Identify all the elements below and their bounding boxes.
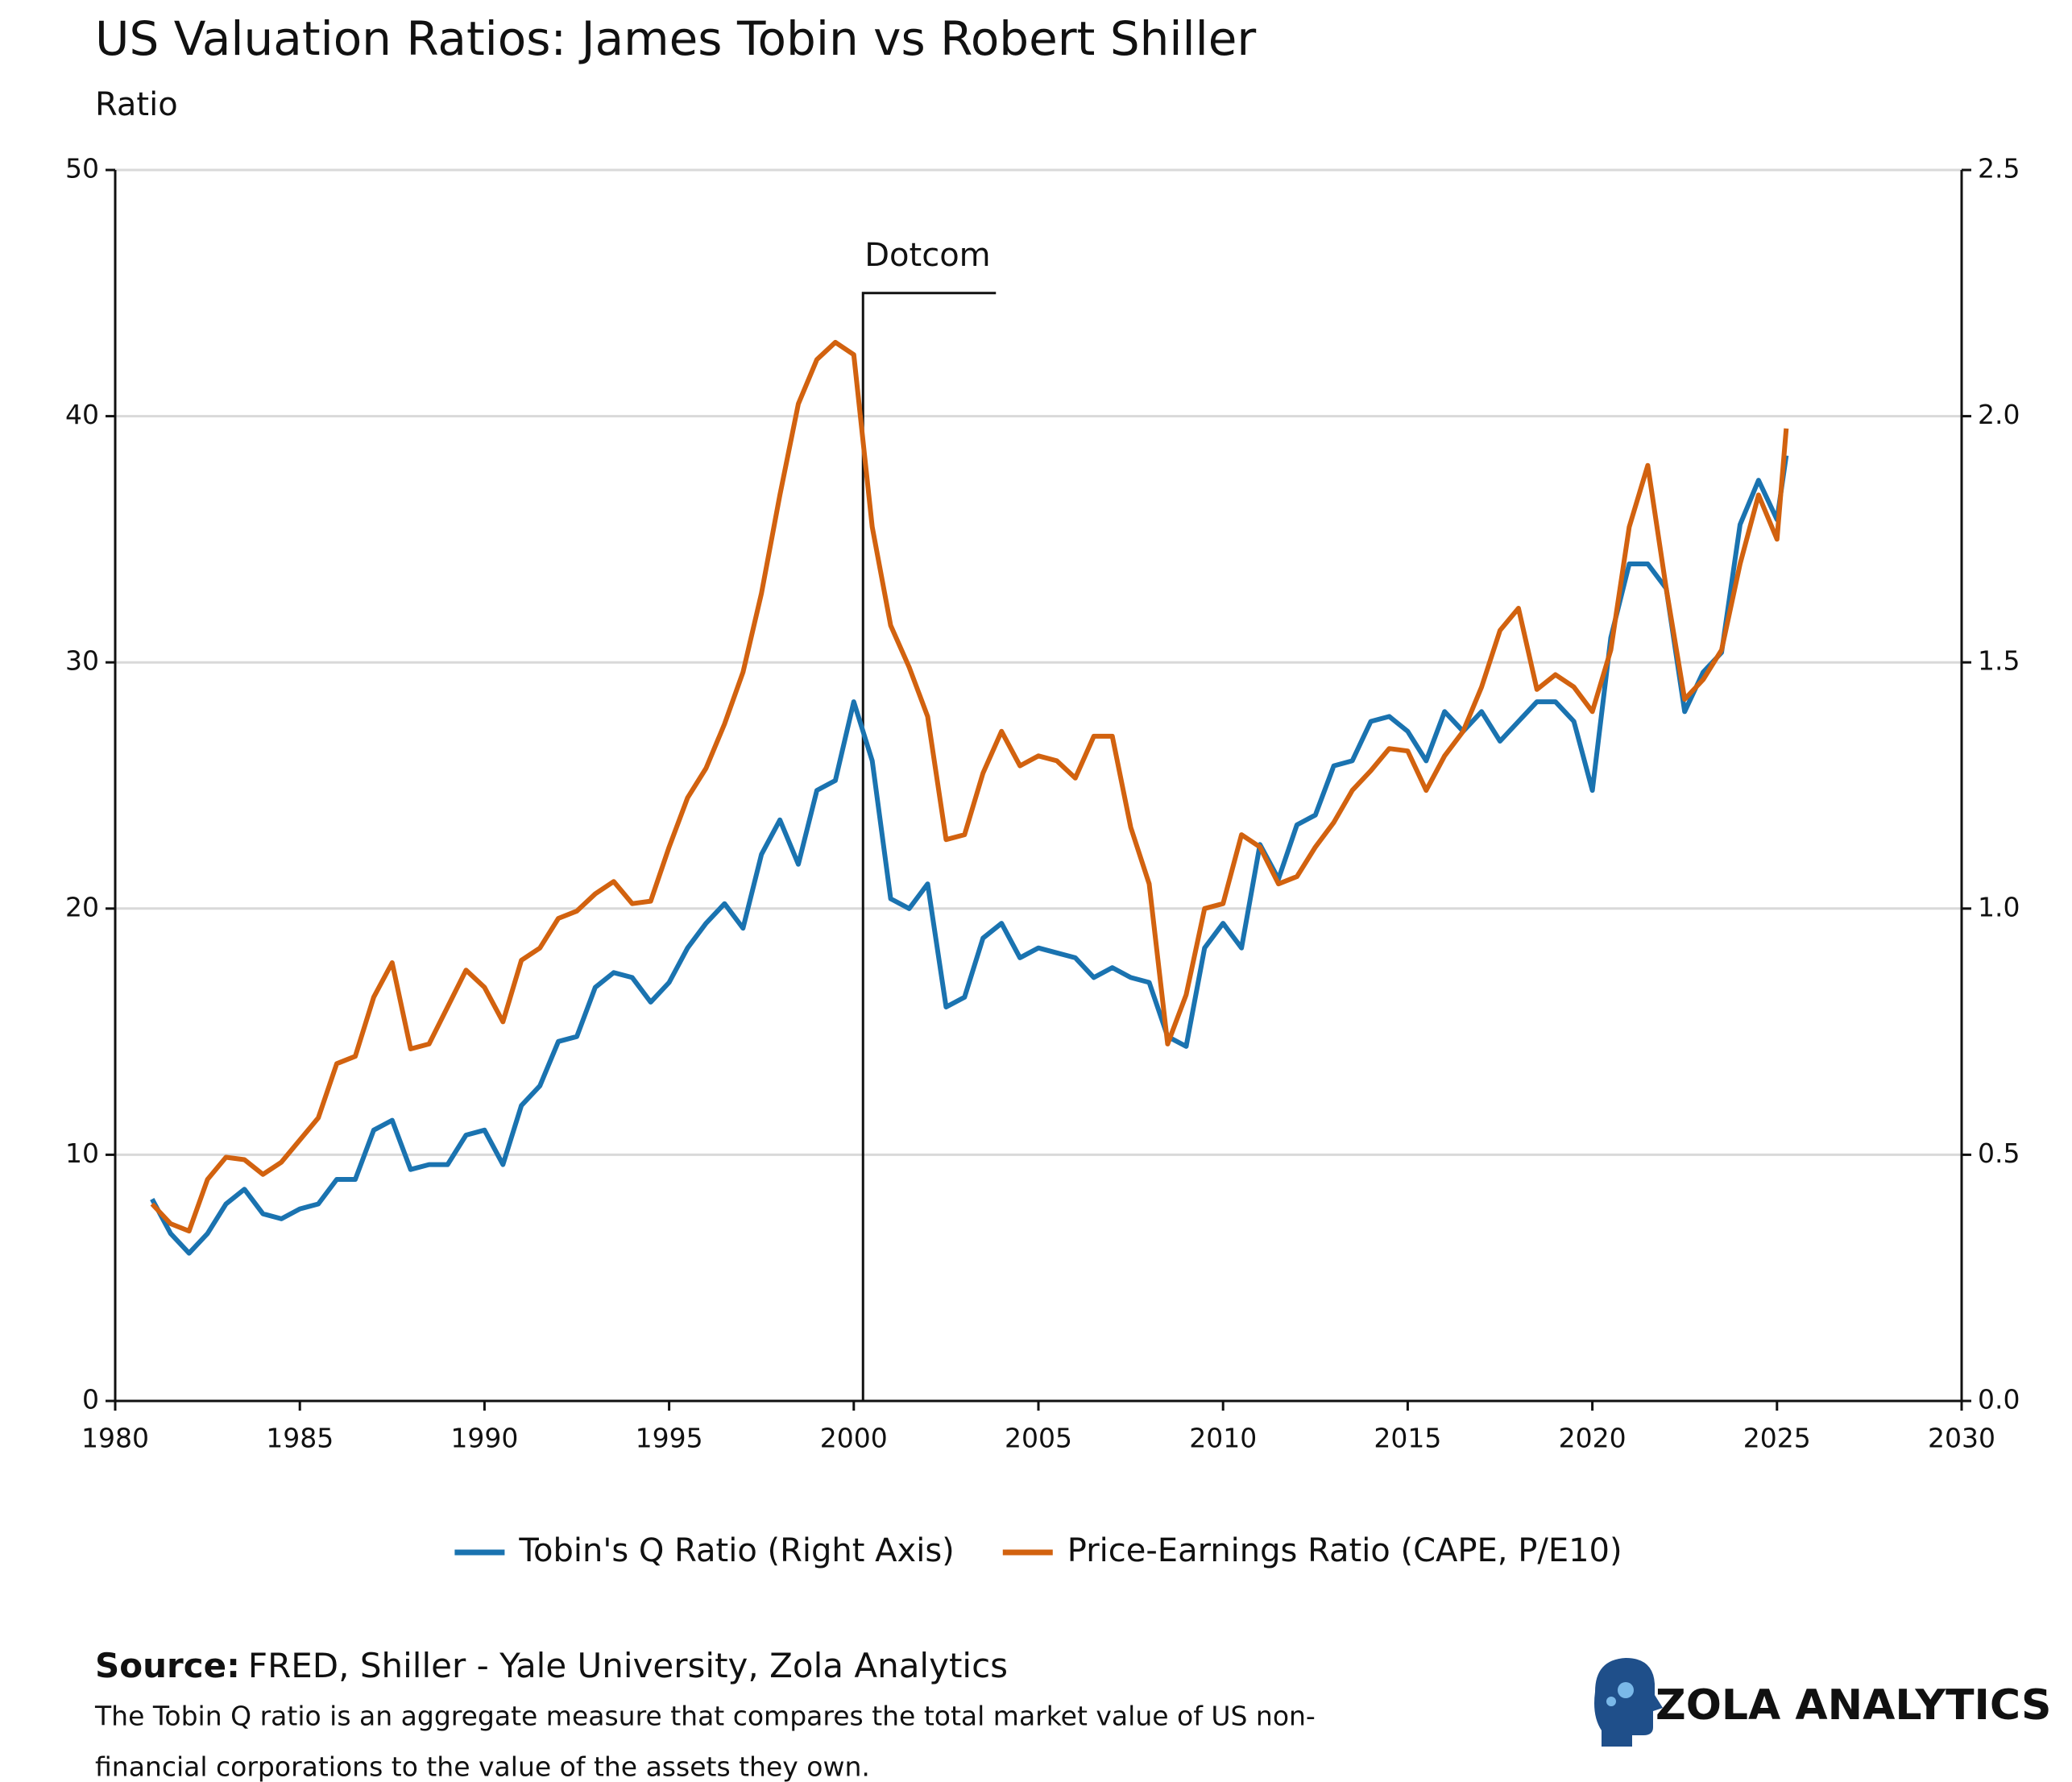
x-tick-label: 1995 <box>636 1423 703 1454</box>
x-tick-label: 2000 <box>820 1423 888 1454</box>
annotation-text: Dotcom <box>864 237 990 274</box>
annotation-line <box>861 292 997 1401</box>
brand: ZOLA ANALYTICS <box>1656 1681 2052 1730</box>
legend: Tobin's Q Ratio (Right Axis) Price-Earnin… <box>454 1532 1622 1569</box>
chart-title: US Valuation Ratios: James Tobin vs Robe… <box>95 11 1256 66</box>
x-tick-label: 2030 <box>1928 1423 1995 1454</box>
x-tick-label: 2005 <box>1005 1423 1072 1454</box>
y-tick-label: 0 <box>82 1384 99 1415</box>
y2-tick-label: 2.5 <box>1978 153 2020 184</box>
source-label: Source: <box>95 1646 240 1685</box>
x-tick-label: 1985 <box>266 1423 334 1454</box>
y-tick-label: 10 <box>65 1138 99 1169</box>
note-line: financial corporations to the value of t… <box>95 1751 870 1782</box>
y2-tick-label: 0.5 <box>1978 1138 2020 1169</box>
legend-label: Tobin's Q Ratio (Right Axis) <box>518 1532 954 1569</box>
x-tick-label: 1990 <box>450 1423 518 1454</box>
logo-icon <box>1594 1658 1663 1747</box>
legend-label: Price-Earnings Ratio (CAPE, P/E10) <box>1067 1532 1622 1569</box>
x-tick-label: 2025 <box>1743 1423 1811 1454</box>
chart-subtitle: Ratio <box>95 86 178 123</box>
source-text: FRED, Shiller - Yale University, Zola An… <box>248 1646 1008 1685</box>
y-tick-label: 30 <box>65 645 99 677</box>
y2-tick-label: 0.0 <box>1978 1384 2020 1415</box>
x-tick-label: 2010 <box>1189 1423 1257 1454</box>
y-tick-label: 50 <box>65 153 99 184</box>
y-tick-label: 20 <box>65 891 99 922</box>
x-tick-label: 2015 <box>1374 1423 1441 1454</box>
x-tick-label: 1980 <box>81 1423 149 1454</box>
x-tick-label: 2020 <box>1559 1423 1627 1454</box>
series-line <box>150 339 1789 1234</box>
y-tick-label: 40 <box>65 399 99 430</box>
y2-tick-label: 1.0 <box>1978 891 2020 922</box>
y2-tick-label: 1.5 <box>1978 645 2020 677</box>
note-line: The Tobin Q ratio is an aggregate measur… <box>94 1701 1316 1732</box>
source: Source: FRED, Shiller - Yale University, … <box>95 1646 1008 1685</box>
series-line <box>150 455 1789 1256</box>
y2-tick-label: 2.0 <box>1978 399 2020 430</box>
